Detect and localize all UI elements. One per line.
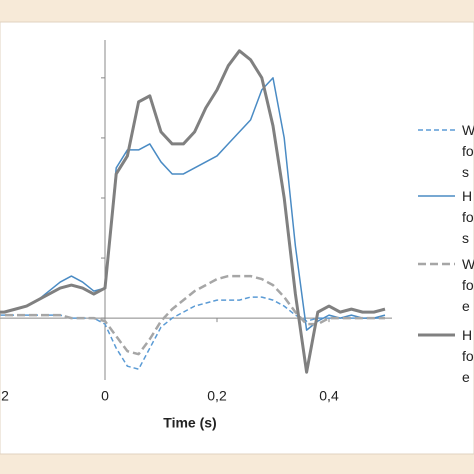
- series-line: [0, 274, 385, 356]
- x-tick-label: 0,4: [319, 388, 339, 404]
- x-tick-label: 0: [101, 388, 109, 404]
- legend-label: H fo s: [462, 188, 474, 246]
- panel: [0, 21, 474, 455]
- x-tick-label: 0,2: [207, 388, 227, 404]
- legend-label: W fo e: [462, 256, 474, 314]
- legend-label: H fo e: [462, 327, 474, 385]
- x-tick-label: 2: [1, 388, 9, 404]
- series-line: [0, 77, 386, 331]
- series-line: [0, 49, 386, 374]
- legend-label: W fo s: [462, 122, 474, 180]
- x-axis-label: Time (s): [163, 415, 216, 431]
